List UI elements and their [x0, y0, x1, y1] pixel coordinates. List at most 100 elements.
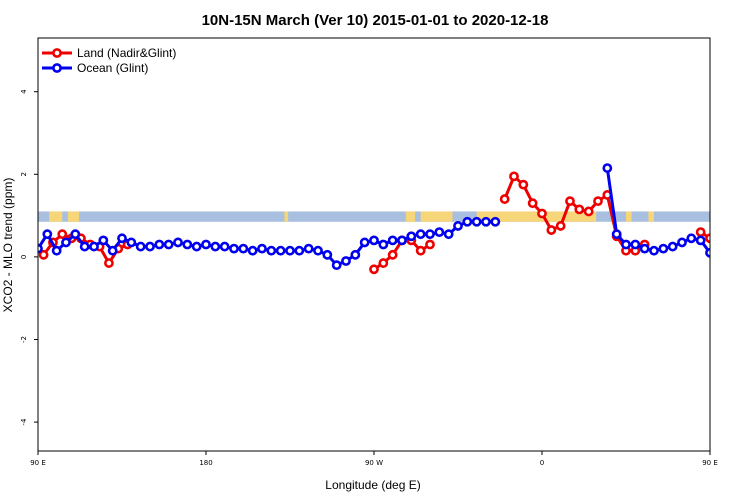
y-tick-label: -4	[20, 418, 28, 426]
band-land-patch	[420, 211, 453, 222]
band-layer	[38, 211, 710, 222]
data-point	[555, 221, 566, 231]
data-point	[257, 243, 267, 254]
data-point	[593, 196, 603, 207]
data-point	[527, 198, 538, 209]
data-point	[369, 264, 379, 275]
band-land-patch	[648, 211, 654, 222]
data-point	[453, 221, 463, 231]
data-point	[378, 239, 389, 250]
data-point	[705, 247, 710, 258]
band-land-patch	[405, 211, 416, 222]
chart-title: 10N-15N March (Ver 10) 2015-01-01 to 202…	[202, 12, 549, 29]
y-axis-label: XCO2 - MLO trend (ppm)	[1, 178, 15, 313]
band-land-patch	[476, 211, 597, 222]
data-point	[434, 227, 445, 238]
x-tick-label: 90 E	[702, 459, 718, 467]
data-point	[219, 241, 230, 252]
y-tick-label: 4	[20, 89, 28, 94]
band-land-patch	[67, 211, 80, 222]
data-point	[126, 237, 137, 248]
data-point	[602, 163, 613, 173]
data-point	[481, 216, 491, 227]
data-point	[135, 241, 146, 252]
legend-label: Ocean (Glint)	[77, 61, 148, 75]
data-point	[630, 239, 641, 250]
data-point	[499, 194, 510, 204]
data-point	[509, 171, 519, 182]
data-point	[331, 260, 342, 271]
data-point	[387, 235, 398, 246]
y-tick-label: -2	[20, 336, 28, 343]
data-point	[89, 241, 99, 252]
data-point	[341, 256, 351, 266]
band-land-patch	[49, 211, 63, 222]
band-ocean	[38, 211, 710, 222]
data-point	[322, 249, 333, 260]
data-point	[313, 245, 323, 256]
x-tick-label: 0	[540, 459, 544, 467]
data-point	[695, 235, 706, 246]
data-point	[201, 239, 211, 250]
data-point	[57, 229, 68, 240]
data-point	[658, 243, 669, 254]
legend: Land (Nadir&Glint)Ocean (Glint)	[42, 46, 176, 75]
data-point	[285, 245, 295, 256]
data-point	[70, 229, 81, 240]
data-point	[518, 179, 529, 190]
legend-marker	[52, 48, 62, 58]
y-axis: 4 2 0 -2 -4	[20, 89, 38, 426]
data-point	[415, 245, 426, 256]
data-point	[387, 249, 398, 260]
data-point	[163, 239, 174, 250]
data-point	[537, 208, 547, 219]
data-point	[38, 249, 49, 260]
data-point	[639, 243, 650, 254]
data-point	[583, 206, 594, 217]
data-point	[565, 196, 575, 207]
x-axis-label: Longitude (deg E)	[325, 478, 420, 492]
data-point	[229, 243, 239, 254]
data-point	[546, 225, 557, 235]
data-point	[79, 241, 90, 252]
band-land-patch	[284, 211, 289, 222]
data-point	[471, 216, 482, 227]
data-point	[415, 229, 426, 240]
data-point	[182, 239, 193, 250]
data-point	[406, 231, 417, 242]
x-tick-label: 180	[199, 459, 212, 467]
data-point	[677, 237, 687, 248]
data-point	[191, 241, 202, 252]
data-point	[574, 204, 585, 215]
data-point	[369, 235, 379, 246]
data-point	[649, 245, 659, 256]
data-point	[107, 245, 118, 256]
y-tick-label: 2	[20, 172, 28, 176]
x-tick-label: 90 E	[30, 459, 46, 467]
data-point	[247, 245, 258, 256]
y-tick-label: 0	[20, 255, 28, 259]
data-point	[294, 245, 305, 256]
data-point	[154, 239, 165, 250]
data-point	[695, 227, 706, 238]
data-point	[238, 243, 249, 254]
data-point	[51, 245, 62, 256]
band-land-patch	[626, 211, 632, 222]
legend-label: Land (Nadir&Glint)	[77, 46, 176, 60]
data-point	[378, 258, 389, 268]
data-point	[42, 229, 53, 240]
legend-marker	[52, 63, 62, 73]
data-point	[98, 235, 109, 246]
x-tick-label: 90 W	[365, 459, 383, 467]
series-ocean	[38, 163, 710, 271]
series-layer	[38, 163, 710, 275]
data-point	[173, 237, 183, 248]
data-point	[490, 216, 501, 227]
data-point	[425, 229, 435, 240]
data-point	[462, 216, 473, 227]
data-point	[621, 239, 631, 250]
data-point	[443, 229, 454, 240]
data-point	[266, 245, 277, 256]
